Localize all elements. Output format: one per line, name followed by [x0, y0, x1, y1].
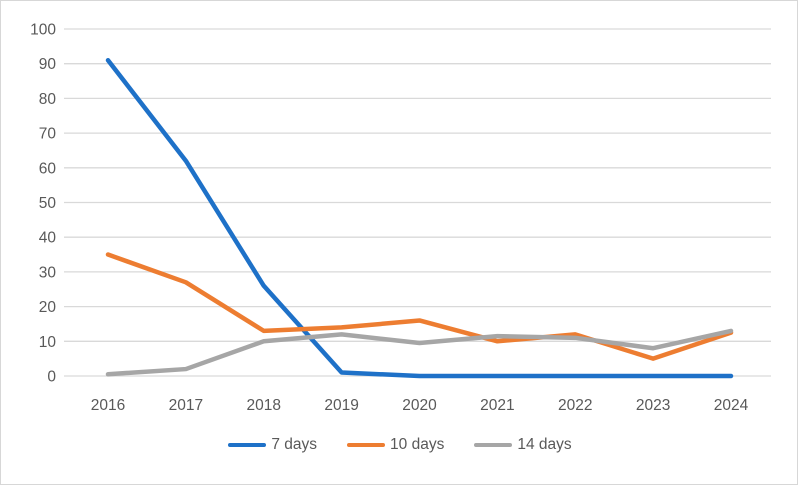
svg-text:2016: 2016	[91, 397, 125, 414]
legend-item-14-days: 14 days	[474, 436, 572, 454]
legend-label-7-days: 7 days	[271, 436, 318, 454]
svg-text:50: 50	[39, 195, 57, 212]
svg-text:0: 0	[47, 369, 56, 386]
svg-text:2024: 2024	[714, 397, 749, 414]
legend-item-7-days: 7 days	[228, 437, 317, 453]
chart-legend: 7 days 10 days 14 days	[1, 433, 797, 457]
svg-text:100: 100	[30, 22, 56, 39]
svg-text:2019: 2019	[324, 397, 358, 414]
svg-text:60: 60	[39, 160, 57, 177]
legend-label-14-days: 14 days	[517, 436, 572, 454]
legend-line-swatch-7-days	[228, 442, 267, 448]
svg-text:20: 20	[39, 299, 57, 316]
legend-line-swatch-14-days	[474, 442, 513, 448]
svg-text:2023: 2023	[636, 397, 670, 414]
svg-text:10: 10	[39, 334, 57, 351]
svg-text:90: 90	[39, 56, 57, 73]
legend-label-10-days: 10 days	[390, 436, 445, 454]
svg-text:70: 70	[39, 126, 57, 143]
svg-text:2020: 2020	[402, 397, 437, 414]
svg-text:2022: 2022	[558, 397, 592, 414]
svg-text:30: 30	[39, 264, 57, 281]
svg-text:40: 40	[39, 230, 57, 247]
svg-text:2018: 2018	[247, 397, 281, 414]
legend-line-swatch-10-days	[347, 442, 386, 448]
legend-item-10-days: 10 days	[347, 437, 444, 453]
svg-text:80: 80	[39, 91, 57, 108]
svg-text:2017: 2017	[169, 397, 203, 414]
svg-text:2021: 2021	[480, 397, 514, 414]
